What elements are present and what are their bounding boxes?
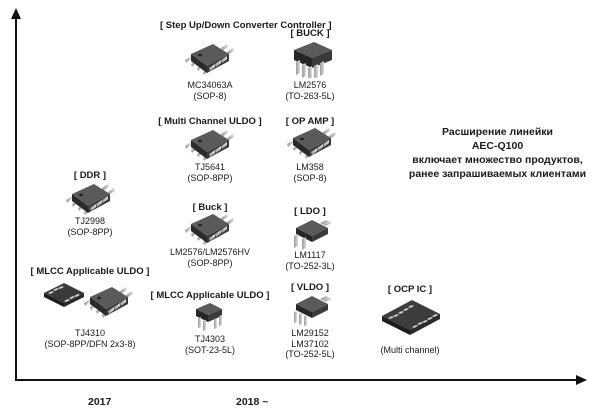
product-category: [ OCP IC ] [387,284,433,295]
product-part-number: LM358 [296,162,324,172]
product-part-number-2: LM37102 [291,338,329,349]
headline-line-2: AEC-Q100 [471,140,524,152]
x-axis-arrow-icon [576,375,587,385]
soic-8-chip-icon [287,128,336,159]
product-part-number: LM1117 [294,250,326,260]
soic-8-chip-icon [66,184,115,215]
product-package: (TO-263-5L) [285,90,335,101]
soic-8-chip-icon [185,130,234,161]
to-263-chip-icon [294,42,332,78]
year-label-2018: 2018 ~ [236,396,269,408]
product-package: (SOP-8PP) [67,226,113,237]
product-part-number: (Multi channel) [380,345,440,355]
to-252-chip-icon [294,220,332,250]
product-tj4303-caption: TJ4303 (SOT-23-5L) [165,334,255,355]
product-category: [ Buck ] [192,202,228,213]
product-category: [ OP AMP ] [285,116,335,127]
product-package: (SOP-8) [293,172,327,183]
product-package: (SOP-8) [193,90,227,101]
product-tj4310-caption: TJ4310 (SOP-8PP/DFN 2x3-8) [25,328,155,349]
product-tj5641-caption: TJ5641 (SOP-8PP) [160,162,260,183]
product-package: (SOP-8PP) [187,172,233,183]
product-package: (TO-252-3L) [285,260,335,271]
product-lm1117: [ LDO ] [275,206,345,217]
soic-8-chip-icon [185,44,234,75]
product-part-number: TJ4303 [194,334,226,344]
product-category: [ Multi Channel ULDO ] [158,116,262,127]
to-252-chip-icon [294,296,332,326]
headline-line-1: Расширение линейки [441,126,554,138]
product-part-number: LM2576/LM2576HV [169,247,251,257]
product-part-number: TJ2998 [74,216,106,226]
product-package: (SOT-23-5L) [184,344,235,355]
product-lm2576hv-caption: LM2576/LM2576HV (SOP-8PP) [155,247,265,268]
dfn-and-soic-chip-icon [44,283,133,318]
year-label-2017: 2017 [88,396,112,408]
y-axis-line [15,18,17,380]
product-category: [ MLCC Applicable ULDO ] [150,290,270,301]
product-category: [ LDO ] [294,206,326,217]
y-axis-arrow-icon [11,8,21,19]
product-part-number: TJ4310 [74,328,106,338]
product-lm29152-caption: LM29152 LM37102 (TO-252-5L) [270,328,350,360]
product-mc34063a: [ Step Up/Down Converter Controller ] [160,20,332,31]
dfn-chip-icon [382,300,440,335]
product-lm358-caption: LM358 (SOP-8) [275,162,345,183]
soic-8-chip-icon [185,214,234,245]
product-package: (SOP-8PP) [187,257,233,268]
product-lm2576hv: [ Buck ] [170,202,250,213]
product-lm1117-caption: LM1117 (TO-252-3L) [275,250,345,271]
headline-text: Расширение линейки AEC-Q100 включает мно… [390,125,600,181]
product-tj2998: [ DDR ] [55,170,125,181]
product-part-number: MC34063A [187,80,233,90]
product-tj4310: [ MLCC Applicable ULDO ] [25,266,155,277]
product-category: [ Step Up/Down Converter Controller ] [160,20,332,31]
product-category: [ MLCC Applicable ULDO ] [30,266,150,277]
product-ocp-ic-caption: (Multi channel) [365,345,455,356]
product-part-number: LM29152 [291,328,329,338]
headline-line-4: ранее запрашиваемых клиентами [408,168,587,180]
product-tj5641: [ Multi Channel ULDO ] [150,116,270,127]
product-part-number: TJ5641 [194,162,226,172]
sot-23-chip-icon [196,303,222,331]
product-category: [ DDR ] [73,170,107,181]
product-lm2576-buck: [ BUCK ] [270,28,350,39]
product-package: (TO-252-5L) [285,349,335,359]
product-category: [ VLDO ] [291,282,329,293]
product-tj4303: [ MLCC Applicable ULDO ] [150,290,270,301]
product-package: (SOP-8PP/DFN 2x3-8) [44,338,136,349]
product-part-number: LM2576 [293,80,327,90]
product-mc34063a-caption: MC34063A (SOP-8) [160,80,260,101]
headline-line-3: включает множество продуктов, [412,154,583,166]
product-category: [ BUCK ] [290,28,330,39]
product-lm358: [ OP AMP ] [275,116,345,127]
product-lm2576-buck-caption: LM2576 (TO-263-5L) [270,80,350,101]
product-ocp-ic: [ OCP IC ] [370,284,450,295]
product-tj2998-caption: TJ2998 (SOP-8PP) [50,216,130,237]
x-axis-line [15,379,577,381]
product-lm29152: [ VLDO ] [275,282,345,293]
